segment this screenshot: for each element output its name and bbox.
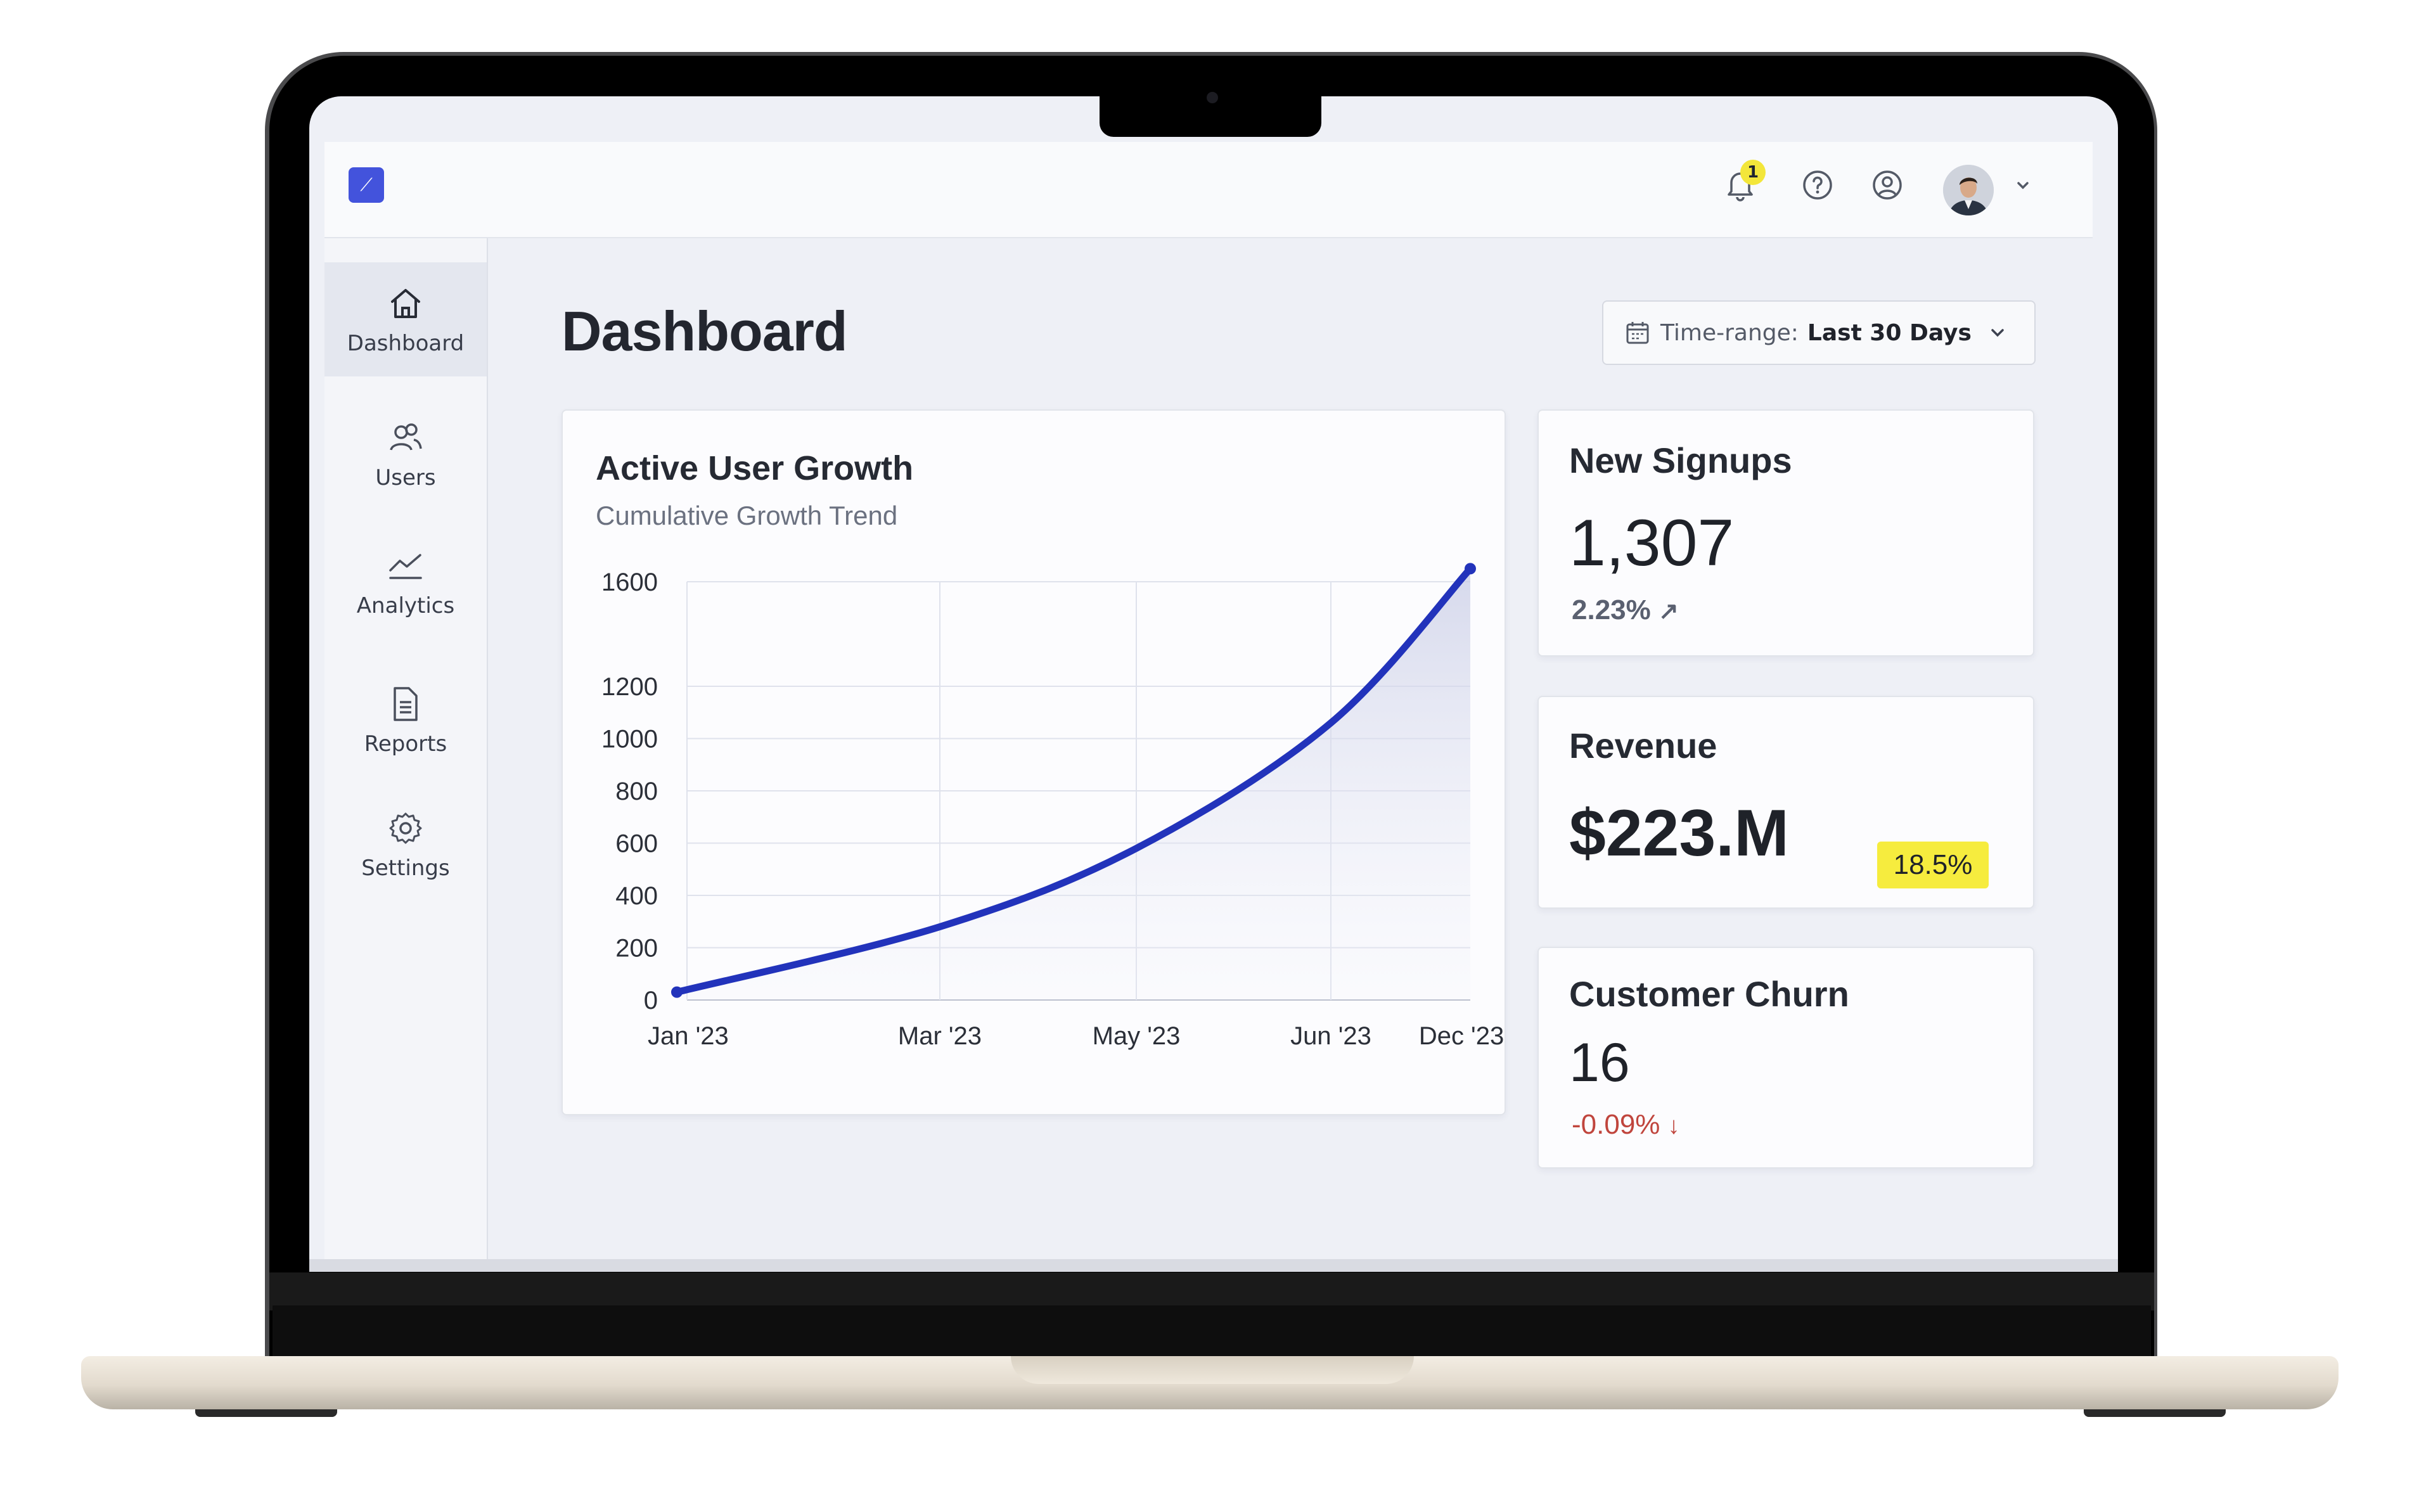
laptop-foot-right bbox=[2084, 1409, 2226, 1417]
new-signups-card: New Signups 1,307 2.23% ↗ bbox=[1537, 409, 2034, 657]
screen-bottom-edge bbox=[309, 1259, 2118, 1272]
notification-badge: 1 bbox=[1740, 160, 1766, 185]
laptop-chin bbox=[269, 1272, 2154, 1310]
revenue-growth-badge: 18.5% bbox=[1877, 842, 1989, 888]
x-tick-label: Jun '23 bbox=[1290, 1022, 1371, 1050]
y-tick-label: 1200 bbox=[601, 673, 658, 701]
calendar-icon bbox=[1626, 322, 1649, 344]
sidebar-item-label: Dashboard bbox=[347, 331, 465, 356]
x-tick-label: Jan '23 bbox=[648, 1022, 729, 1050]
data-point-end bbox=[1465, 563, 1476, 575]
laptop-foot-left bbox=[195, 1409, 337, 1417]
sidebar-item-dashboard[interactable]: Dashboard bbox=[324, 262, 487, 376]
sidebar-item-label: Analytics bbox=[356, 593, 455, 618]
x-tick-label: May '23 bbox=[1093, 1022, 1181, 1050]
kpi-title: Revenue bbox=[1569, 726, 1717, 766]
x-tick-label: Dec '23 bbox=[1419, 1022, 1504, 1050]
page-title: Dashboard bbox=[561, 300, 848, 362]
avatar-portrait bbox=[1943, 165, 1994, 215]
delta-value: -0.09% bbox=[1572, 1109, 1660, 1140]
screen: ⟋ 1 Dashboar bbox=[309, 96, 2118, 1272]
sidebar: Dashboard Users Analytics Reports bbox=[324, 238, 488, 1272]
analytics-icon bbox=[389, 554, 422, 579]
y-tick-label: 1600 bbox=[601, 568, 658, 596]
chevron-down-icon bbox=[1991, 329, 2004, 337]
document-icon bbox=[394, 687, 418, 721]
y-tick-label: 800 bbox=[615, 778, 658, 805]
kpi-value: 16 bbox=[1569, 1032, 1630, 1093]
x-tick-label: Mar '23 bbox=[898, 1022, 982, 1050]
time-range-label: Time-range: bbox=[1660, 319, 1799, 346]
user-avatar[interactable] bbox=[1943, 165, 1994, 215]
kpi-value: 1,307 bbox=[1569, 506, 1735, 580]
sidebar-item-reports[interactable]: Reports bbox=[324, 663, 487, 777]
chevron-down-icon[interactable] bbox=[2008, 170, 2038, 200]
churn-delta: -0.09% ↓ bbox=[1572, 1109, 1680, 1141]
sidebar-item-users[interactable]: Users bbox=[324, 397, 487, 511]
growth-line bbox=[673, 565, 1474, 996]
users-icon bbox=[390, 423, 422, 451]
chart-title: Active User Growth bbox=[596, 449, 914, 487]
signups-delta: 2.23% ↗ bbox=[1572, 594, 1679, 626]
gear-icon bbox=[389, 812, 422, 844]
y-tick-label: 400 bbox=[615, 882, 658, 910]
account-icon[interactable] bbox=[1867, 165, 1908, 205]
camera-icon bbox=[1207, 92, 1218, 103]
kpi-title: Customer Churn bbox=[1569, 974, 1849, 1014]
y-tick-label: 1000 bbox=[601, 726, 658, 753]
y-tick-label: 200 bbox=[615, 935, 658, 963]
y-tick-label: 0 bbox=[644, 987, 658, 1015]
time-range-value: Last 30 Days bbox=[1807, 319, 1972, 346]
app-logo[interactable]: ⟋ bbox=[349, 167, 384, 203]
sidebar-item-settings[interactable]: Settings bbox=[324, 787, 487, 901]
growth-chart: 0 200 400 600 800 1000 1200 1600 Jan '23 Mar '23… bbox=[601, 563, 1504, 1050]
arrow-up-right-icon: ↗ bbox=[1659, 598, 1679, 625]
arrow-down-icon: ↓ bbox=[1667, 1113, 1680, 1139]
chart-subtitle: Cumulative Growth Trend bbox=[596, 501, 898, 530]
kpi-title: New Signups bbox=[1569, 440, 1792, 480]
sidebar-item-analytics[interactable]: Analytics bbox=[324, 525, 487, 639]
data-point-start bbox=[671, 986, 683, 998]
y-tick-label: 600 bbox=[615, 830, 658, 858]
laptop-hinge bbox=[273, 1305, 2151, 1356]
delta-value: 2.23% bbox=[1572, 594, 1651, 625]
sidebar-item-label: Users bbox=[375, 465, 436, 490]
help-icon[interactable] bbox=[1797, 165, 1838, 205]
kpi-value: $223.M bbox=[1569, 797, 1789, 870]
sidebar-item-label: Reports bbox=[364, 731, 447, 757]
revenue-card: Revenue $223.M 18.5% bbox=[1537, 696, 2034, 909]
logo-glyph: ⟋ bbox=[360, 174, 373, 195]
customer-churn-card: Customer Churn 16 -0.09% ↓ bbox=[1537, 947, 2034, 1169]
top-bar bbox=[324, 142, 2093, 238]
laptop-opening-notch bbox=[1011, 1356, 1414, 1384]
sidebar-item-label: Settings bbox=[361, 855, 450, 881]
home-icon bbox=[391, 289, 420, 318]
growth-area bbox=[677, 568, 1470, 1000]
time-range-select[interactable]: Time-range: Last 30 Days bbox=[1602, 300, 2036, 365]
active-user-growth-card: Active User Growth Cumulative Growth Tre… bbox=[561, 409, 1506, 1115]
